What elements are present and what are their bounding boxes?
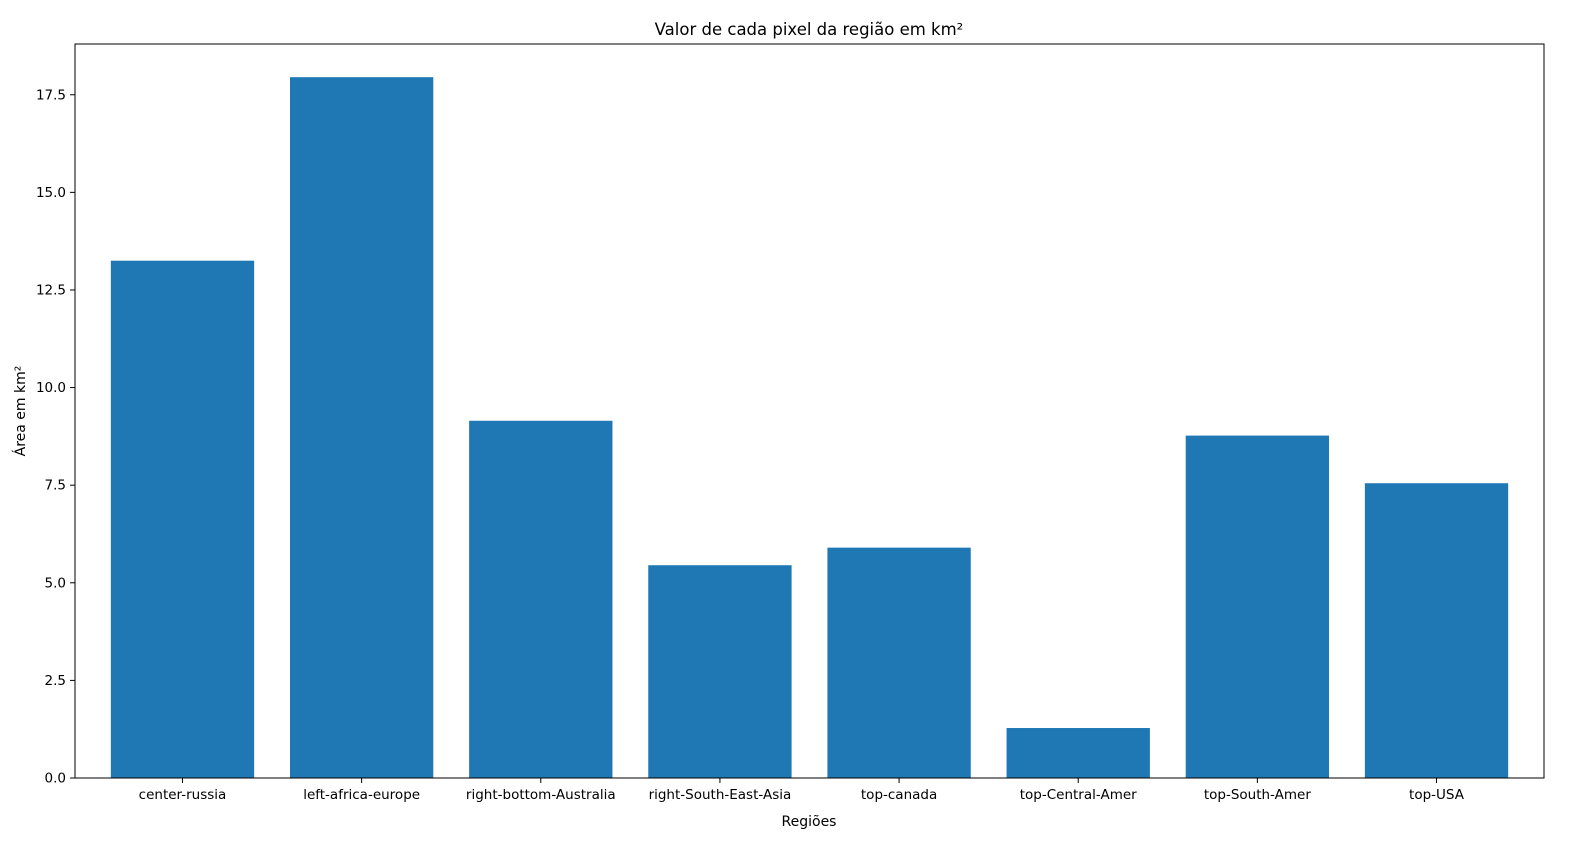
bar-top-Central-Amer [1006, 728, 1150, 778]
bar-top-USA [1364, 483, 1509, 778]
y-tick-label: 17.5 [36, 87, 66, 103]
x-tick-label: top-canada [861, 787, 937, 803]
plot-frame [74, 43, 1545, 779]
x-tick-label: right-South-East-Asia [649, 787, 792, 803]
x-tick-label: top-USA [1409, 787, 1465, 803]
x-tick-label: top-Central-Amer [1020, 787, 1137, 803]
bar-top-canada [827, 547, 971, 778]
x-tick-label: center-russia [139, 787, 227, 803]
bar-center-russia [110, 260, 255, 778]
chart-title: Valor de cada pixel da região em km² [655, 20, 964, 39]
x-axis-label: Regiões [782, 814, 837, 830]
bar-right-South-East-Asia [648, 565, 792, 778]
bar-top-South-Amer [1185, 435, 1330, 778]
x-axis: center-russia left-africa-europe right-bot… [139, 778, 1465, 803]
y-tick-label: 7.5 [45, 478, 66, 494]
y-axis-label: Área em km² [12, 366, 29, 457]
bar-right-bottom-Australia [469, 420, 613, 778]
x-tick-label: top-South-Amer [1204, 787, 1311, 803]
y-tick-label: 2.5 [45, 673, 66, 689]
bars-group [110, 77, 1509, 779]
y-tick-label: 12.5 [36, 282, 66, 298]
y-axis: 0.0 2.5 5.0 7.5 10.0 12.5 15.0 17.5 [36, 87, 75, 787]
bar-left-africa-europe [289, 77, 434, 779]
x-tick-label: left-africa-europe [303, 787, 420, 803]
y-tick-label: 10.0 [36, 380, 66, 396]
y-tick-label: 5.0 [45, 575, 66, 591]
y-tick-label: 0.0 [45, 771, 66, 787]
x-tick-label: right-bottom-Australia [466, 787, 616, 803]
y-tick-label: 15.0 [36, 185, 66, 201]
